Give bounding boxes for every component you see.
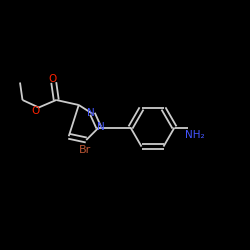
Text: Br: Br	[79, 145, 91, 155]
Text: O: O	[48, 74, 56, 84]
Text: N: N	[87, 108, 94, 118]
Text: N: N	[98, 122, 105, 132]
Text: O: O	[31, 106, 39, 116]
Text: NH₂: NH₂	[185, 130, 205, 140]
